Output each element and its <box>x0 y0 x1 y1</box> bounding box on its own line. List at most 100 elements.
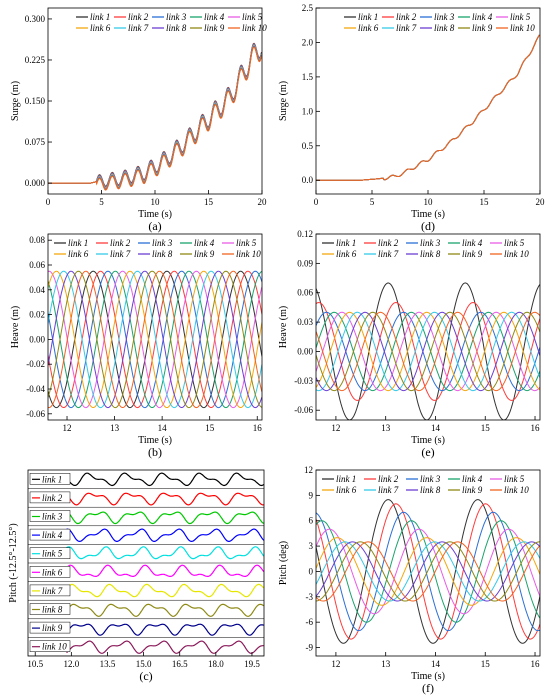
x-axis-label: Time (s) <box>411 209 445 220</box>
y-tick-label: 0.00 <box>297 346 313 356</box>
y-tick-label: 0.150 <box>25 96 46 106</box>
series-line-link-6 <box>66 564 264 577</box>
y-axis-label: Surge (m) <box>278 81 289 121</box>
x-tick-label: 16 <box>531 423 541 433</box>
series-line-link-4 <box>316 34 540 181</box>
plot-area <box>316 34 540 181</box>
y-axis-label: Surge (m) <box>10 81 21 121</box>
legend-item: link 5 <box>29 547 71 559</box>
legend-label: link 4 <box>204 12 225 22</box>
series-line-link-10 <box>316 311 540 392</box>
series-line-link-9 <box>316 541 540 602</box>
legend-label: link 10 <box>504 485 529 495</box>
x-tick-label: 13 <box>381 659 391 669</box>
series-line-link-4 <box>66 528 264 543</box>
series-line-link-8 <box>316 34 540 181</box>
legend-box <box>29 640 71 652</box>
chart-panel-f: 12 13 14 15 16 -9 -6 -3 0 3 6 9 12 Time (s) Pitch (deg… <box>278 465 541 695</box>
series-line-link-5 <box>316 528 540 615</box>
x-tick-label: 10.5 <box>27 659 43 669</box>
y-axis-label: Heave (m) <box>10 306 21 348</box>
series-line-link-6 <box>48 44 262 189</box>
x-tick-label: 13.5 <box>100 659 116 669</box>
series-line-link-10 <box>316 541 540 602</box>
chart-panel-b: 12 13 14 15 16 -0.06 -0.04 -0.02 0.00 0.02 0.04 0.0… <box>10 233 263 459</box>
legend-label: link 8 <box>166 23 187 33</box>
x-tick-label: 15 <box>481 423 491 433</box>
series-line-link-8 <box>48 270 262 409</box>
y-axis-label: Pitch (-12.5°-12.5°) <box>8 523 19 602</box>
x-tick-label: 16 <box>253 423 263 433</box>
legend-label: link 5 <box>236 238 257 248</box>
x-tick-label: 14 <box>158 423 168 433</box>
legend-label: link 7 <box>128 23 149 33</box>
legend-label: link 10 <box>242 23 267 33</box>
legend-label: link 9 <box>42 623 63 633</box>
series-line-link-2 <box>66 492 264 506</box>
legend-label: link 7 <box>378 485 399 495</box>
x-axis-label: Time (s) <box>138 209 172 220</box>
legend-label: link 10 <box>510 23 535 33</box>
legend-item: link 4 <box>29 528 71 541</box>
y-tick-label: -3 <box>306 592 314 602</box>
series-line-link-10 <box>316 34 540 181</box>
series-line-link-9 <box>316 34 540 181</box>
y-tick-label: 9 <box>309 490 314 500</box>
series-line-link-4 <box>48 270 262 409</box>
series-line-link-5 <box>316 34 540 181</box>
series-line-link-2 <box>316 34 540 181</box>
y-tick-label: 0 <box>309 566 314 576</box>
x-tick-label: 18.0 <box>208 659 224 669</box>
series-line-link-7 <box>316 34 540 181</box>
series-line-link-6 <box>48 270 262 409</box>
x-tick-label: 5 <box>99 197 104 207</box>
legend-label: link 4 <box>462 238 483 248</box>
y-axis-label: Pitch (deg) <box>278 541 289 585</box>
series-line-link-9 <box>48 270 262 409</box>
legend-box <box>29 603 71 615</box>
panel-label: (f) <box>422 681 434 695</box>
legend-label: link 7 <box>378 249 399 259</box>
series-line-link-4 <box>316 520 540 623</box>
y-tick-label: 0.12 <box>297 229 313 239</box>
plot-frame <box>47 233 263 421</box>
legend-box <box>29 510 71 522</box>
legend-label: link 5 <box>42 549 63 559</box>
legend-label: link 5 <box>242 12 263 22</box>
x-tick-label: 10 <box>151 197 161 207</box>
legend-label: link 3 <box>420 238 441 248</box>
series-line-link-10 <box>48 270 262 409</box>
x-axis-label: Time (s) <box>411 435 445 446</box>
legend-label: link 4 <box>472 12 493 22</box>
legend-label: link 6 <box>90 23 111 33</box>
y-tick-label: -9 <box>306 643 314 653</box>
y-tick-label: 0.00 <box>29 334 45 344</box>
legend-item: link 3 <box>29 510 71 522</box>
y-tick-label: 0.000 <box>25 178 46 188</box>
series-line-link-9 <box>316 311 540 392</box>
panel-label: (a) <box>148 219 161 233</box>
x-tick-label: 16 <box>531 659 541 669</box>
legend-label: link 1 <box>90 12 110 22</box>
x-tick-label: 14 <box>431 659 441 669</box>
x-axis-label: Time (s) <box>411 671 445 682</box>
series-line-link-1 <box>316 34 540 181</box>
y-tick-label: -0.04 <box>26 384 45 394</box>
legend-label: link 6 <box>358 23 379 33</box>
y-tick-label: 0.225 <box>25 55 46 65</box>
legend-label: link 4 <box>42 530 63 540</box>
y-tick-label: 2.0 <box>302 37 314 47</box>
y-tick-label: 1.0 <box>302 106 314 116</box>
series-line-link-3 <box>316 34 540 181</box>
series-line-link-2 <box>316 301 540 401</box>
legend-label: link 3 <box>434 12 455 22</box>
series-line-link-3 <box>48 270 262 409</box>
plot-frame <box>47 7 263 195</box>
y-tick-label: 0.5 <box>302 141 314 151</box>
legend-label: link 2 <box>378 474 399 484</box>
y-tick-label: 3 <box>309 541 314 551</box>
y-tick-label: -0.02 <box>26 359 45 369</box>
legend-item: link 8 <box>29 603 71 615</box>
x-tick-label: 15 <box>204 197 214 207</box>
y-tick-label: -6 <box>306 617 314 627</box>
